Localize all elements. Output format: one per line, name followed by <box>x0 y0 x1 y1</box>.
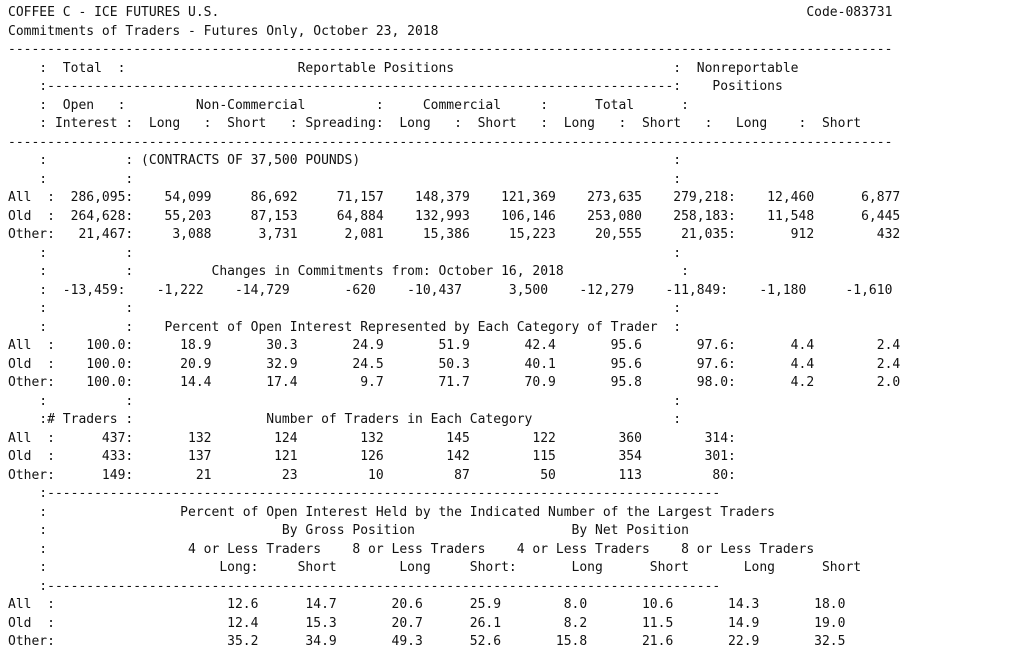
report-line: Old : 264,628: 55,203 87,153 64,884 132,… <box>8 208 901 224</box>
report-line: : 4 or Less Traders 8 or Less Traders 4 … <box>8 541 815 557</box>
report-line: Other: 149: 21 23 10 87 50 113 80: <box>8 467 736 483</box>
report-line: :# Traders : Number of Traders in Each C… <box>8 412 682 427</box>
report-line: All : 437: 132 124 132 145 122 360 314: <box>8 430 736 446</box>
report-line: : : : <box>8 245 682 261</box>
report-line: Old : 100.0: 20.9 32.9 24.5 50.3 40.1 95… <box>8 356 901 372</box>
report-line: : Long: Short Long Short: Long Short Lon… <box>8 560 862 575</box>
report-line: ----------------------------------------… <box>8 134 893 150</box>
report-line: : Percent of Open Interest Held by the I… <box>8 504 776 520</box>
report-line: All : 286,095: 54,099 86,692 71,157 148,… <box>8 190 901 205</box>
report-line: ----------------------------------------… <box>8 42 893 57</box>
report-line: : : Changes in Commitments from: October… <box>8 264 689 279</box>
report-line: : Interest : Long : Short : Spreading: L… <box>8 116 862 131</box>
report-line: : : : <box>8 171 682 187</box>
report-line: All : 12.6 14.7 20.6 25.9 8.0 10.6 14.3 … <box>8 597 846 612</box>
report-line: : -13,459: -1,222 -14,729 -620 -10,437 3… <box>8 282 893 298</box>
report-line: : Total : Reportable Positions : Nonrepo… <box>8 60 799 76</box>
report-line: : By Gross Position By Net Position <box>8 523 689 538</box>
report-line: COFFEE C - ICE FUTURES U.S. Code-083731 <box>8 5 893 20</box>
report-line: Old : 12.4 15.3 20.7 26.1 8.2 11.5 14.9 … <box>8 615 846 631</box>
report-line: Other: 100.0: 14.4 17.4 9.7 71.7 70.9 95… <box>8 375 901 390</box>
report-line: Other: 21,467: 3,088 3,731 2,081 15,386 … <box>8 227 901 242</box>
report-line: : : Percent of Open Interest Represented… <box>8 319 682 335</box>
report-line: :---------------------------------------… <box>8 79 783 94</box>
report-line: : : (CONTRACTS OF 37,500 POUNDS) : <box>8 153 682 168</box>
report-line: : : : <box>8 301 682 316</box>
report-line: :---------------------------------------… <box>8 486 721 501</box>
report-line: Commitments of Traders - Futures Only, O… <box>8 23 439 39</box>
report-line: : : : <box>8 393 682 409</box>
report-line: All : 100.0: 18.9 30.3 24.9 51.9 42.4 95… <box>8 338 901 353</box>
report-line: :---------------------------------------… <box>8 578 721 594</box>
report-line: Other: 35.2 34.9 49.3 52.6 15.8 21.6 22.… <box>8 634 846 649</box>
report-line: : Open : Non-Commercial : Commercial : T… <box>8 97 689 113</box>
report-line: Old : 433: 137 121 126 142 115 354 301: <box>8 449 736 464</box>
